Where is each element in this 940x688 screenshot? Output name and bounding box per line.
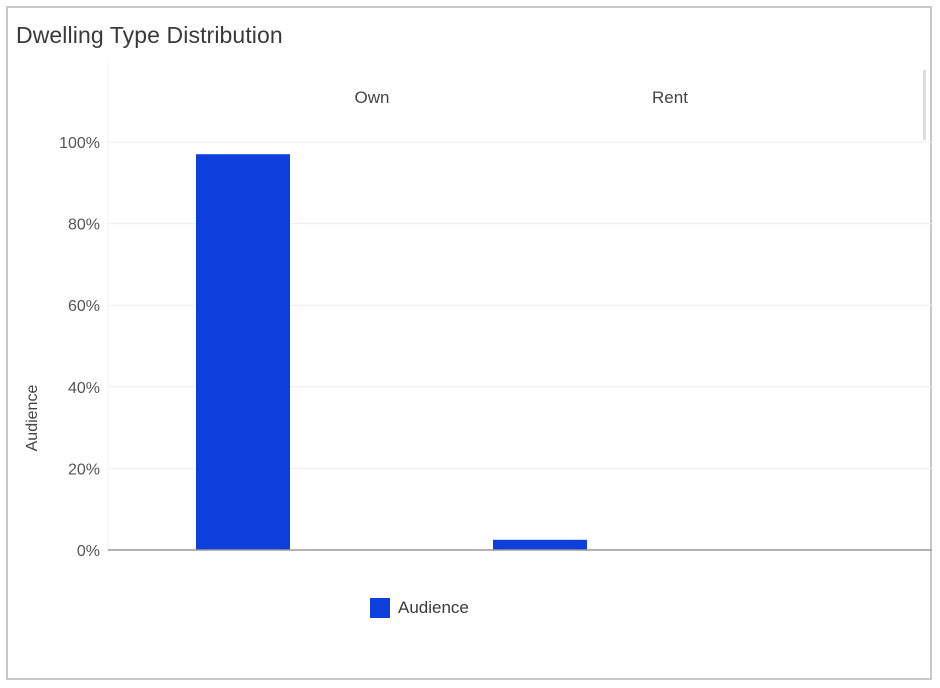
- legend-swatch-audience: [370, 598, 390, 618]
- chart-title: Dwelling Type Distribution: [16, 22, 283, 48]
- bar-own: [196, 154, 290, 551]
- y-axis-title: Audience: [24, 385, 41, 452]
- category-label-own: Own: [355, 88, 390, 107]
- bar-rent: [493, 539, 587, 550]
- chart-legend[interactable]: Audience: [370, 598, 469, 618]
- legend-label-audience: Audience: [398, 598, 469, 617]
- y-tick-label: 60%: [68, 298, 100, 315]
- y-tick-label: 20%: [68, 461, 100, 478]
- scrollbar-edge: [923, 70, 926, 140]
- y-tick-label: 100%: [59, 135, 100, 152]
- y-tick-label: 40%: [68, 380, 100, 397]
- y-tick-label: 0%: [77, 543, 100, 560]
- y-tick-label: 80%: [68, 217, 100, 234]
- chart-panel: Dwelling Type Distribution: [6, 6, 932, 680]
- category-label-rent: Rent: [652, 88, 688, 107]
